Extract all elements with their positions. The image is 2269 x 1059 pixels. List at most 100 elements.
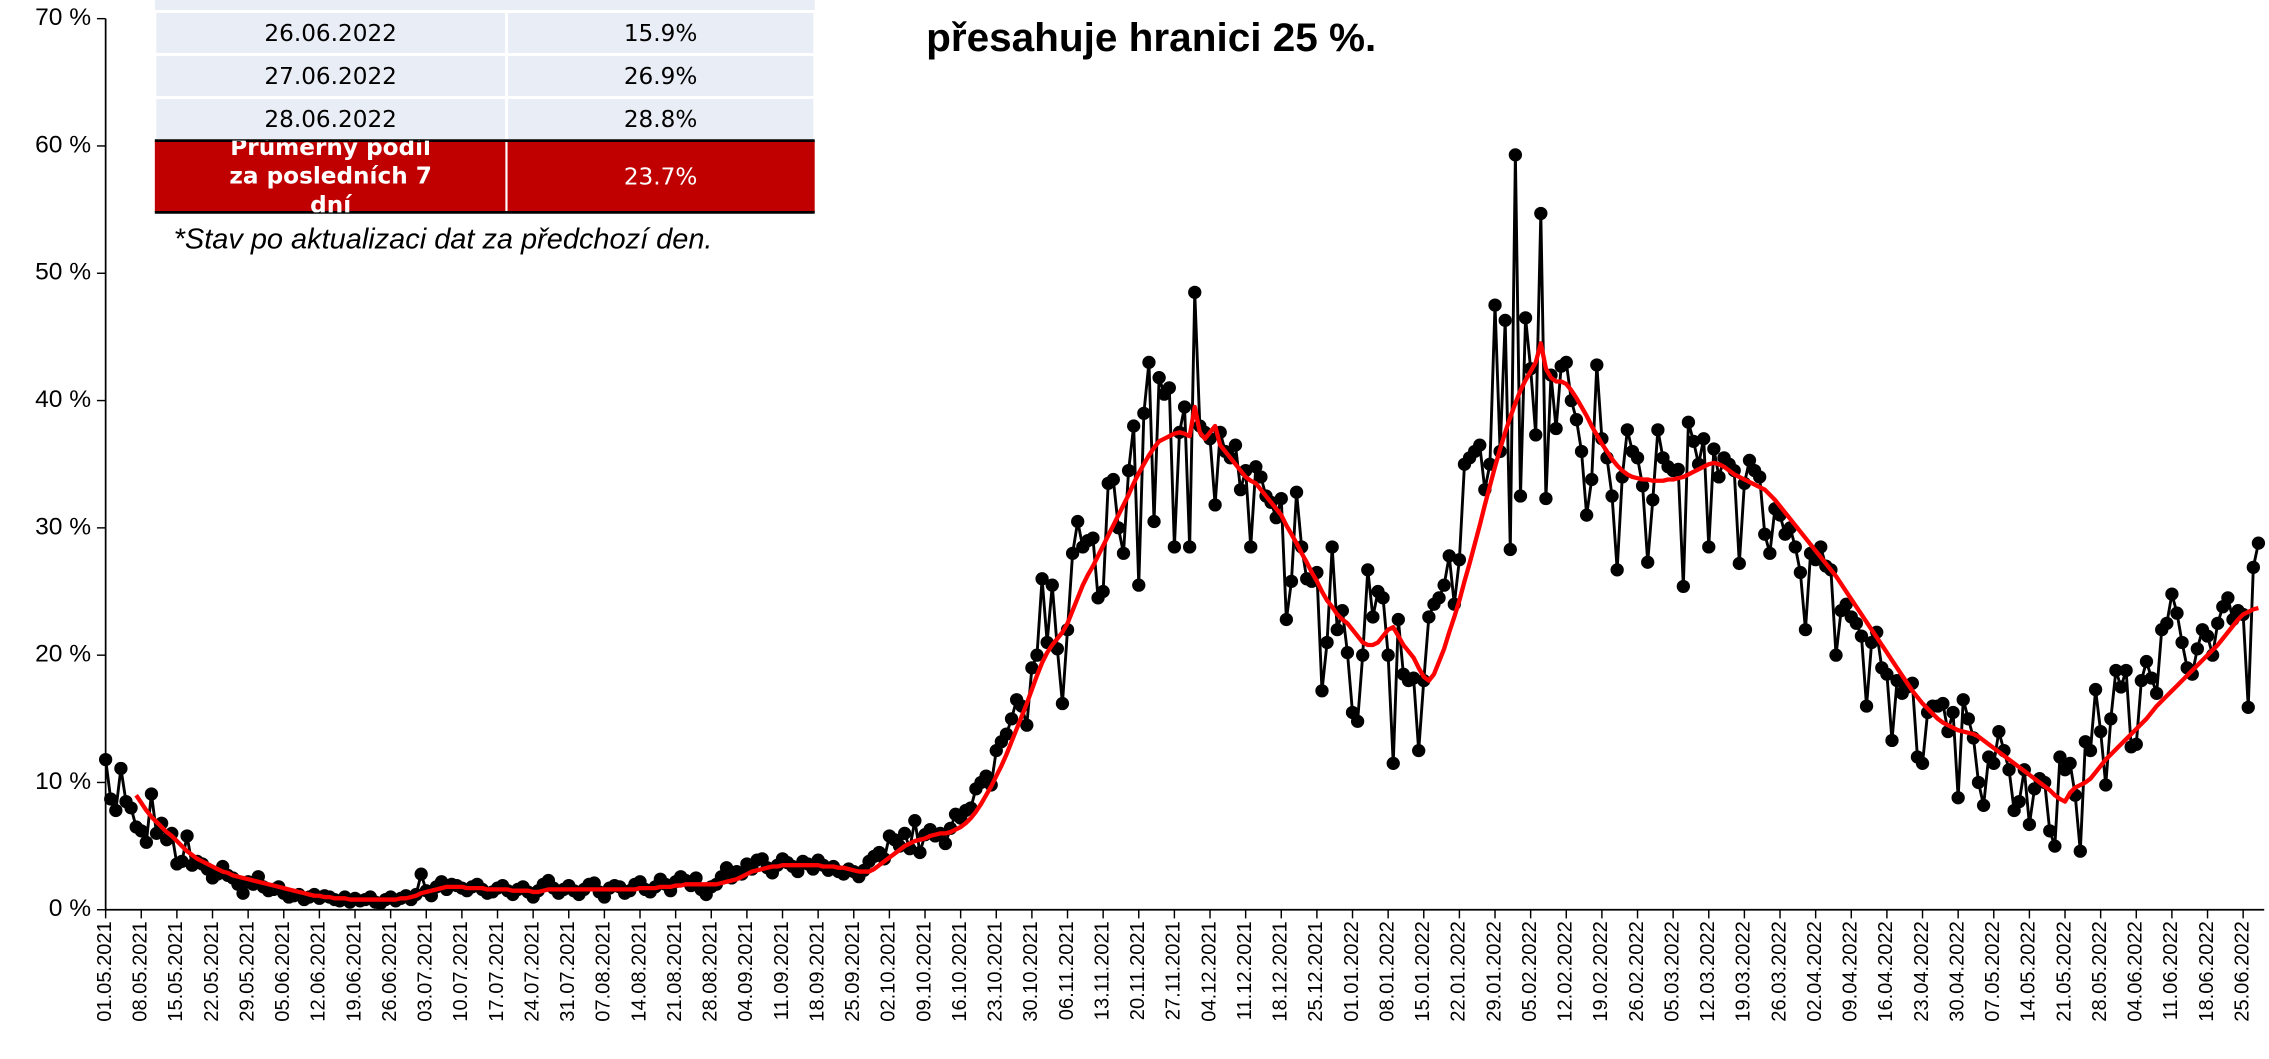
x-tick-label: 09.04.2022 xyxy=(1840,921,1862,1021)
data-point xyxy=(124,801,138,815)
data-point xyxy=(1758,527,1772,541)
data-point xyxy=(1381,648,1395,662)
data-point xyxy=(1671,462,1685,476)
data-point xyxy=(114,761,128,776)
data-point xyxy=(2114,680,2128,694)
data-point xyxy=(2063,756,2077,770)
data-point xyxy=(1330,623,1344,637)
data-point xyxy=(1045,578,1059,592)
y-tick-label: 40 % xyxy=(35,386,91,413)
data-point xyxy=(1452,553,1467,567)
data-point xyxy=(1549,421,1563,436)
data-point xyxy=(1315,684,1329,698)
data-point xyxy=(1992,724,2006,739)
data-point xyxy=(1406,671,1421,685)
x-tick-label: 22.01.2022 xyxy=(1448,921,1470,1021)
data-point xyxy=(1702,540,1716,554)
x-tick-label: 30.04.2022 xyxy=(1946,921,1968,1021)
data-point xyxy=(1885,733,1899,748)
data-point xyxy=(134,824,148,838)
x-tick-label: 23.10.2021 xyxy=(985,921,1007,1021)
data-point xyxy=(1697,432,1711,446)
data-point xyxy=(2129,737,2143,751)
data-point xyxy=(1320,635,1334,650)
data-point xyxy=(98,752,113,767)
x-tick-label: 24.07.2021 xyxy=(521,921,543,1021)
data-point xyxy=(1442,549,1456,563)
data-point xyxy=(175,854,189,868)
data-point xyxy=(2088,682,2103,697)
data-point xyxy=(719,861,734,875)
footnote: *Stav po aktualizaci dat za předchozí de… xyxy=(174,224,713,256)
data-point xyxy=(2109,663,2123,678)
data-point xyxy=(2027,782,2042,796)
data-point xyxy=(1742,453,1757,467)
data-point xyxy=(1936,696,1950,711)
data-point xyxy=(2012,794,2026,809)
data-point xyxy=(144,787,159,801)
x-tick-label: 12.03.2022 xyxy=(1697,921,1719,1021)
data-point xyxy=(1829,648,1843,662)
data-point xyxy=(938,836,953,851)
data-point xyxy=(1646,493,1660,507)
x-tick-label: 19.03.2022 xyxy=(1733,921,1755,1021)
y-tick-label: 0 % xyxy=(49,895,91,922)
data-point xyxy=(1289,485,1304,499)
x-tick-label: 11.12.2021 xyxy=(1234,921,1256,1020)
data-point xyxy=(1422,610,1436,624)
data-point xyxy=(2139,654,2154,669)
data-point xyxy=(2190,642,2205,656)
data-point xyxy=(1529,428,1543,442)
x-tick-label: 17.07.2021 xyxy=(486,921,508,1021)
data-point xyxy=(908,814,922,828)
data-point xyxy=(1951,791,1965,805)
data-point xyxy=(1177,400,1192,414)
data-point xyxy=(1534,206,1548,221)
data-point xyxy=(2175,635,2189,650)
data-point xyxy=(1121,463,1136,478)
data-point xyxy=(1641,555,1655,569)
data-point xyxy=(791,864,805,879)
table-cell: 28.8% xyxy=(624,107,698,133)
data-point xyxy=(2093,724,2108,739)
data-point xyxy=(1605,489,1619,503)
data-point xyxy=(1127,419,1141,433)
data-point xyxy=(1142,355,1156,369)
data-point xyxy=(1356,648,1370,662)
data-point xyxy=(1152,371,1166,385)
data-point xyxy=(1859,699,1874,713)
data-point xyxy=(104,792,118,806)
table-cell: 27.06.2022 xyxy=(264,64,397,90)
data-point xyxy=(1961,712,1975,726)
data-point xyxy=(1788,540,1802,554)
data-point xyxy=(1244,540,1258,554)
data-point xyxy=(1473,438,1487,452)
x-tick-label: 03.07.2021 xyxy=(415,921,437,1021)
x-tick-label: 25.06.2022 xyxy=(2231,921,2253,1021)
data-point xyxy=(1508,148,1523,162)
data-point xyxy=(2099,778,2113,792)
data-point xyxy=(2048,839,2062,853)
x-tick-label: 19.06.2021 xyxy=(343,921,365,1021)
data-point xyxy=(109,803,123,818)
data-point xyxy=(414,867,428,881)
data-point xyxy=(1106,472,1120,487)
data-point xyxy=(2053,750,2067,764)
data-point xyxy=(1976,798,1991,812)
data-point xyxy=(2251,536,2266,550)
data-point xyxy=(1590,358,1604,372)
x-tick-label: 10.07.2021 xyxy=(450,921,472,1021)
data-point xyxy=(1513,489,1528,503)
data-point xyxy=(1030,648,1044,662)
data-point xyxy=(1686,434,1701,448)
x-tick-label: 05.03.2022 xyxy=(1661,921,1683,1021)
x-tick-label: 05.02.2022 xyxy=(1519,921,1541,1021)
data-point xyxy=(1350,714,1365,728)
data-point xyxy=(1753,470,1767,484)
x-tick-label: 21.08.2021 xyxy=(664,921,686,1021)
x-tick-label: 18.09.2021 xyxy=(806,921,828,1021)
data-point xyxy=(1279,612,1294,627)
x-tick-label: 15.01.2022 xyxy=(1412,921,1434,1021)
data-point xyxy=(1132,578,1146,592)
